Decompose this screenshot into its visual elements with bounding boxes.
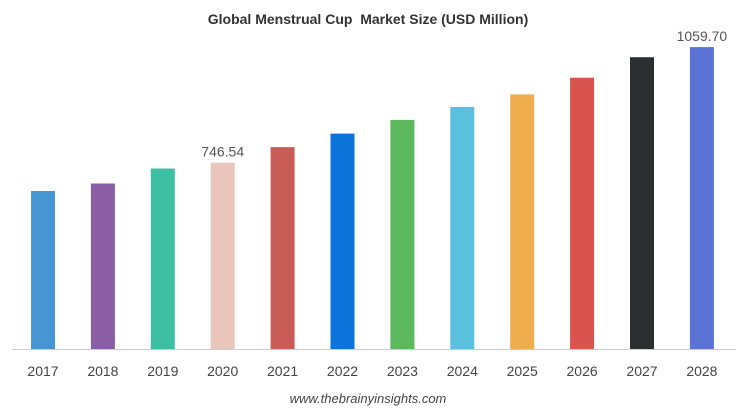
x-tick-2021: 2021: [267, 363, 298, 379]
x-tick-2018: 2018: [87, 363, 118, 379]
bar-2019: [150, 168, 175, 349]
bar-2028: [689, 47, 714, 349]
bar-2025: [510, 94, 535, 350]
x-tick-labels: 2017 2018 2019 2020 2021 2022 2023 2024 2025 2026…: [27, 363, 717, 379]
data-label-2028: 1059.70: [677, 28, 728, 44]
source-watermark: www.thebrainyinsights.com: [290, 391, 447, 406]
bar-2027: [630, 57, 654, 349]
bar-2023: [390, 119, 415, 350]
bar-2021: [270, 147, 295, 349]
data-labels: 746.54 1059.70: [201, 28, 727, 160]
data-label-2020: 746.54: [201, 144, 244, 160]
x-tick-2024: 2024: [447, 363, 478, 379]
x-tick-2019: 2019: [147, 363, 178, 379]
x-tick-2027: 2027: [626, 363, 657, 379]
bar-2020: [210, 162, 235, 349]
x-tick-2017: 2017: [27, 363, 58, 379]
bar-2026: [570, 77, 595, 349]
x-tick-2028: 2028: [686, 363, 717, 379]
bar-2017: [31, 191, 55, 349]
bars-group: [31, 47, 714, 350]
bar-2024: [450, 106, 475, 350]
bar-2018: [90, 183, 115, 349]
x-tick-2020: 2020: [207, 363, 238, 379]
x-tick-2025: 2025: [507, 363, 538, 379]
x-tick-2022: 2022: [327, 363, 358, 379]
x-tick-2023: 2023: [387, 363, 418, 379]
chart-title: Global Menstrual Cup Market Size (USD Mi…: [208, 11, 528, 27]
x-tick-2026: 2026: [567, 363, 598, 379]
bar-2022: [330, 133, 355, 349]
